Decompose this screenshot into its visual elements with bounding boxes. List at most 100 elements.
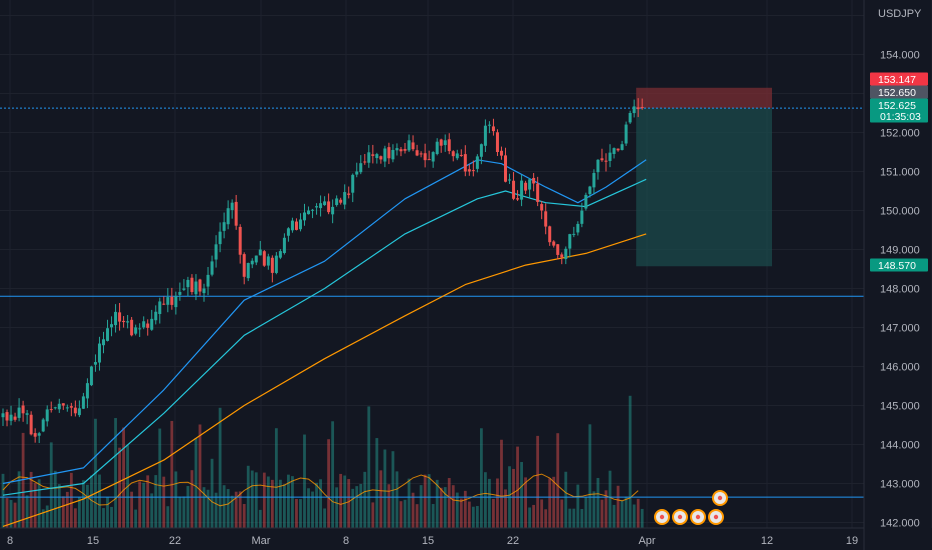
volume-ma-line bbox=[2, 473, 639, 507]
candle-body bbox=[431, 152, 435, 162]
volume-bar bbox=[351, 488, 355, 528]
volume-bar bbox=[636, 498, 640, 528]
price-tick-label: 142.000 bbox=[880, 518, 920, 530]
volume-bar bbox=[536, 435, 540, 528]
candle-body bbox=[65, 407, 69, 409]
candle-body bbox=[89, 366, 93, 386]
candle-body bbox=[93, 362, 97, 365]
time-tick-label: 8 bbox=[343, 535, 349, 547]
volume-bar bbox=[560, 499, 564, 528]
candle-body bbox=[57, 403, 61, 410]
candle-body bbox=[37, 433, 41, 436]
price-tick-label: 147.000 bbox=[880, 323, 920, 335]
candle-body bbox=[134, 327, 138, 334]
candle-body bbox=[266, 256, 270, 266]
price-tick-label: 149.000 bbox=[880, 245, 920, 257]
candle-body bbox=[17, 407, 21, 418]
candle-body bbox=[387, 147, 391, 159]
candle-body bbox=[439, 139, 443, 146]
volume-bar bbox=[77, 497, 81, 528]
position-tool[interactable] bbox=[636, 87, 772, 267]
candle-body bbox=[290, 220, 294, 231]
candle-body bbox=[604, 160, 608, 162]
candle-body bbox=[528, 179, 532, 190]
candle-body bbox=[138, 328, 142, 330]
volume-bar bbox=[407, 478, 411, 528]
candle-body bbox=[427, 159, 431, 161]
volume-bar bbox=[467, 501, 471, 528]
take-profit-zone[interactable] bbox=[636, 108, 772, 267]
candle-body bbox=[640, 106, 644, 109]
volume-bar bbox=[395, 471, 399, 528]
event-markers[interactable] bbox=[654, 490, 728, 525]
candle-body bbox=[568, 234, 572, 249]
volume-bar bbox=[33, 483, 37, 528]
candle-body bbox=[29, 414, 33, 435]
volume-bar bbox=[455, 492, 459, 528]
volume-bar bbox=[443, 487, 447, 528]
volume-bar bbox=[178, 496, 182, 528]
volume-bar bbox=[399, 501, 403, 528]
candle-body bbox=[170, 296, 174, 305]
volume-bar bbox=[250, 470, 254, 528]
candle-body bbox=[110, 324, 114, 328]
volume-bar bbox=[624, 496, 628, 528]
candle-body bbox=[536, 183, 540, 202]
candle-body bbox=[419, 153, 423, 155]
candle-body bbox=[226, 208, 230, 225]
candle-body bbox=[122, 320, 126, 323]
volume-bar bbox=[278, 479, 282, 528]
volume-bar bbox=[620, 500, 624, 528]
candle-body bbox=[487, 124, 491, 126]
volume-bar bbox=[475, 506, 479, 528]
event-marker-dot bbox=[717, 495, 723, 501]
volume-bar bbox=[379, 470, 383, 528]
candle-body bbox=[114, 311, 118, 326]
volume-bar bbox=[504, 489, 507, 528]
volume-bar bbox=[37, 479, 41, 528]
candle-body bbox=[41, 419, 45, 432]
volume-bar bbox=[258, 509, 262, 528]
volume-bar bbox=[423, 474, 427, 528]
time-axis[interactable]: 8 15 22 Mar 8 15 22 Apr 12 19 bbox=[7, 535, 858, 547]
volume-bar bbox=[283, 484, 286, 528]
candle-body bbox=[455, 153, 459, 159]
candle-body bbox=[632, 106, 636, 114]
candle-body bbox=[564, 248, 568, 260]
candle-body bbox=[423, 153, 427, 161]
volume-bar bbox=[162, 476, 166, 528]
volume-bar bbox=[166, 506, 170, 528]
volume-bar bbox=[238, 491, 242, 528]
volume-bar bbox=[524, 477, 527, 528]
volume-bar bbox=[463, 490, 467, 528]
candle-body bbox=[636, 107, 640, 110]
candle-body bbox=[379, 156, 383, 160]
volume-bar bbox=[29, 471, 33, 528]
candle-body bbox=[608, 152, 612, 161]
volume-bar bbox=[53, 470, 57, 528]
candle-body bbox=[186, 279, 190, 288]
volume-bar bbox=[102, 508, 105, 528]
volume-bar bbox=[311, 491, 314, 528]
candle-body bbox=[596, 159, 600, 173]
candle-body bbox=[278, 251, 282, 258]
time-tick-label: 15 bbox=[422, 535, 434, 547]
volume-bar bbox=[315, 482, 318, 528]
volume-bar bbox=[291, 476, 294, 528]
candle-body bbox=[443, 140, 447, 146]
volume-bar bbox=[182, 496, 186, 528]
moving-average-line bbox=[2, 178, 647, 496]
volume-bar bbox=[218, 407, 222, 528]
candle-body bbox=[254, 255, 258, 263]
volume-bar bbox=[484, 472, 487, 528]
volume-bar bbox=[118, 447, 121, 528]
candle-body bbox=[214, 244, 218, 260]
candle-body bbox=[258, 249, 262, 256]
stop-loss-zone[interactable] bbox=[636, 87, 772, 109]
candle-body bbox=[53, 407, 57, 409]
candle-body bbox=[49, 409, 53, 411]
candle-body bbox=[339, 199, 343, 203]
price-tag-text: 152.625 bbox=[878, 100, 916, 112]
